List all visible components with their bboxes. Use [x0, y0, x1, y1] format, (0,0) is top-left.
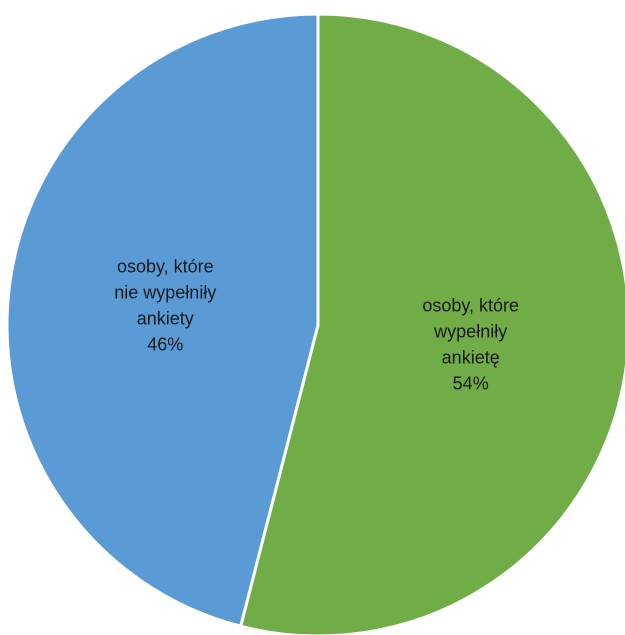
pie-label-line-1-0: osoby, które: [117, 257, 214, 277]
pie-label-line-0-1: wypełniły: [433, 321, 507, 341]
pie-value-label-0: 54%: [453, 373, 489, 393]
pie-slices: [7, 14, 625, 635]
pie-value-label-1: 46%: [147, 335, 183, 355]
pie-label-line-1-2: ankiety: [137, 309, 194, 329]
pie-label-line-0-0: osoby, które: [422, 295, 519, 315]
pie-label-line-0-2: ankietę: [442, 347, 500, 367]
pie-label-line-1-1: nie wypełniły: [114, 283, 216, 303]
